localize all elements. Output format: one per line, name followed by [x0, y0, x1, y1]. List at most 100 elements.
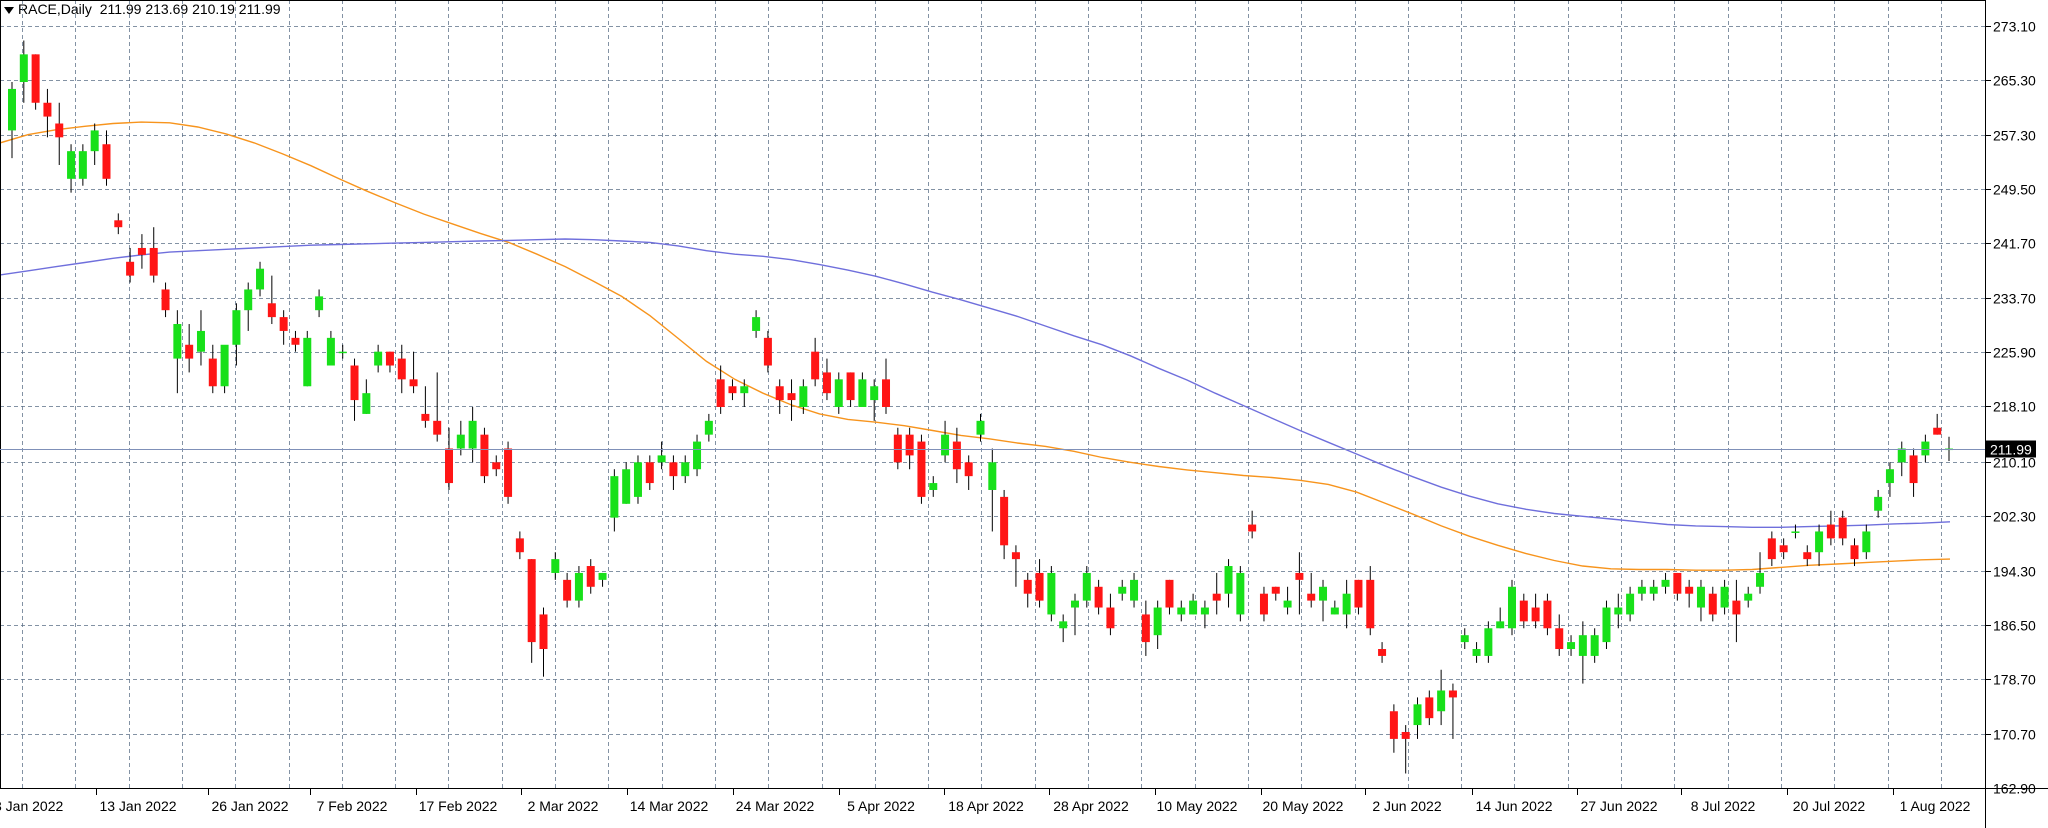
candle	[445, 427, 454, 490]
candle-body	[1354, 579, 1363, 608]
candle	[350, 358, 359, 421]
candle-body	[669, 462, 678, 477]
candle	[374, 344, 383, 373]
candle	[1779, 538, 1788, 560]
candle	[1330, 600, 1339, 615]
candle	[787, 379, 796, 421]
x-tick-label: 13 Jan 2022	[99, 798, 176, 814]
candle	[1720, 579, 1729, 615]
candle-body	[19, 54, 28, 83]
candle	[1259, 586, 1268, 622]
candle	[657, 441, 666, 470]
candle	[1378, 642, 1387, 663]
candle-body	[185, 344, 194, 359]
candle	[1696, 579, 1705, 622]
y-tick-label: 218.10	[1993, 399, 2036, 415]
candle	[1283, 586, 1292, 615]
candle-body	[267, 303, 276, 318]
candle-body	[799, 386, 808, 407]
candle	[1366, 566, 1375, 636]
candle-body	[1366, 579, 1375, 629]
candle-body	[1637, 586, 1646, 594]
candle	[409, 351, 418, 394]
candle	[681, 455, 690, 484]
candle	[1862, 524, 1871, 560]
y-tick-label: 257.30	[1993, 128, 2036, 144]
candle-body	[787, 393, 796, 401]
candle	[208, 344, 217, 394]
candle-body	[811, 351, 820, 380]
candle	[1519, 593, 1528, 629]
dropdown-arrow-icon[interactable]	[4, 6, 14, 14]
x-tick-label: 26 Jan 2022	[211, 798, 288, 814]
candle-body	[161, 289, 170, 311]
candle-body	[1921, 441, 1930, 456]
candle	[397, 344, 406, 394]
x-tick-label: 8 Jul 2022	[1691, 798, 1756, 814]
candle-body	[1815, 531, 1824, 553]
candle	[870, 379, 879, 421]
candle-body	[1614, 607, 1623, 615]
ohlc-values: 211.99 213.69 210.19 211.99	[99, 1, 281, 17]
candle	[1685, 579, 1694, 608]
candle-body	[1295, 572, 1304, 580]
candle-body	[1165, 579, 1174, 608]
chart-header: RACE,Daily 211.99 213.69 210.19 211.99	[4, 1, 281, 17]
candle-body	[1779, 545, 1788, 553]
candle	[1732, 579, 1741, 643]
candle-body	[1389, 711, 1398, 739]
candle	[67, 144, 76, 193]
candle	[19, 40, 28, 103]
candle	[645, 455, 654, 490]
candle-body	[1850, 545, 1859, 560]
y-tick-label: 210.10	[1993, 455, 2036, 471]
candle-body	[114, 220, 123, 228]
x-tick-label: 2 Jun 2022	[1372, 798, 1441, 814]
candle	[1756, 552, 1765, 594]
candle	[1011, 545, 1020, 587]
candle	[137, 234, 146, 269]
candle-body	[31, 54, 40, 103]
candle	[1224, 559, 1233, 608]
candle-body	[220, 344, 229, 387]
candle	[1767, 531, 1776, 567]
candle-body	[1177, 607, 1186, 615]
candle-body	[1460, 635, 1469, 643]
x-tick-label: 20 May 2022	[1263, 798, 1344, 814]
candle-body	[610, 476, 619, 518]
candle-body	[8, 88, 16, 131]
y-tick-label: 186.50	[1993, 618, 2036, 634]
current-price-label: 211.99	[1990, 442, 2032, 458]
candle-body	[1437, 690, 1446, 712]
candle-body	[752, 317, 761, 331]
candle	[1507, 579, 1516, 636]
candle	[539, 607, 548, 677]
candle-body	[716, 379, 725, 407]
candle-body	[1767, 538, 1776, 560]
candle-body	[1330, 607, 1339, 615]
candle-body	[622, 469, 631, 504]
candle	[1874, 489, 1883, 518]
symbol-timeframe: RACE,Daily	[18, 1, 92, 17]
candle-body	[90, 130, 99, 152]
candle	[232, 303, 241, 366]
candle	[1673, 572, 1682, 601]
candle-body	[1070, 600, 1079, 608]
candle	[1649, 579, 1658, 601]
candle-body	[126, 261, 135, 276]
candle	[704, 413, 713, 442]
candle	[1744, 586, 1753, 608]
x-tick-label: 2 Mar 2022	[528, 798, 599, 814]
candle-body	[1118, 586, 1127, 594]
candle	[291, 330, 300, 352]
candle-body	[1685, 586, 1694, 594]
candle-body	[1141, 614, 1150, 643]
candle	[622, 462, 631, 504]
candle-body	[704, 420, 713, 435]
candle-body	[1224, 566, 1233, 594]
candle	[1295, 552, 1304, 615]
y-tick-label: 265.30	[1993, 73, 2036, 89]
candle-body	[1000, 496, 1009, 546]
candle-body	[1673, 572, 1682, 594]
